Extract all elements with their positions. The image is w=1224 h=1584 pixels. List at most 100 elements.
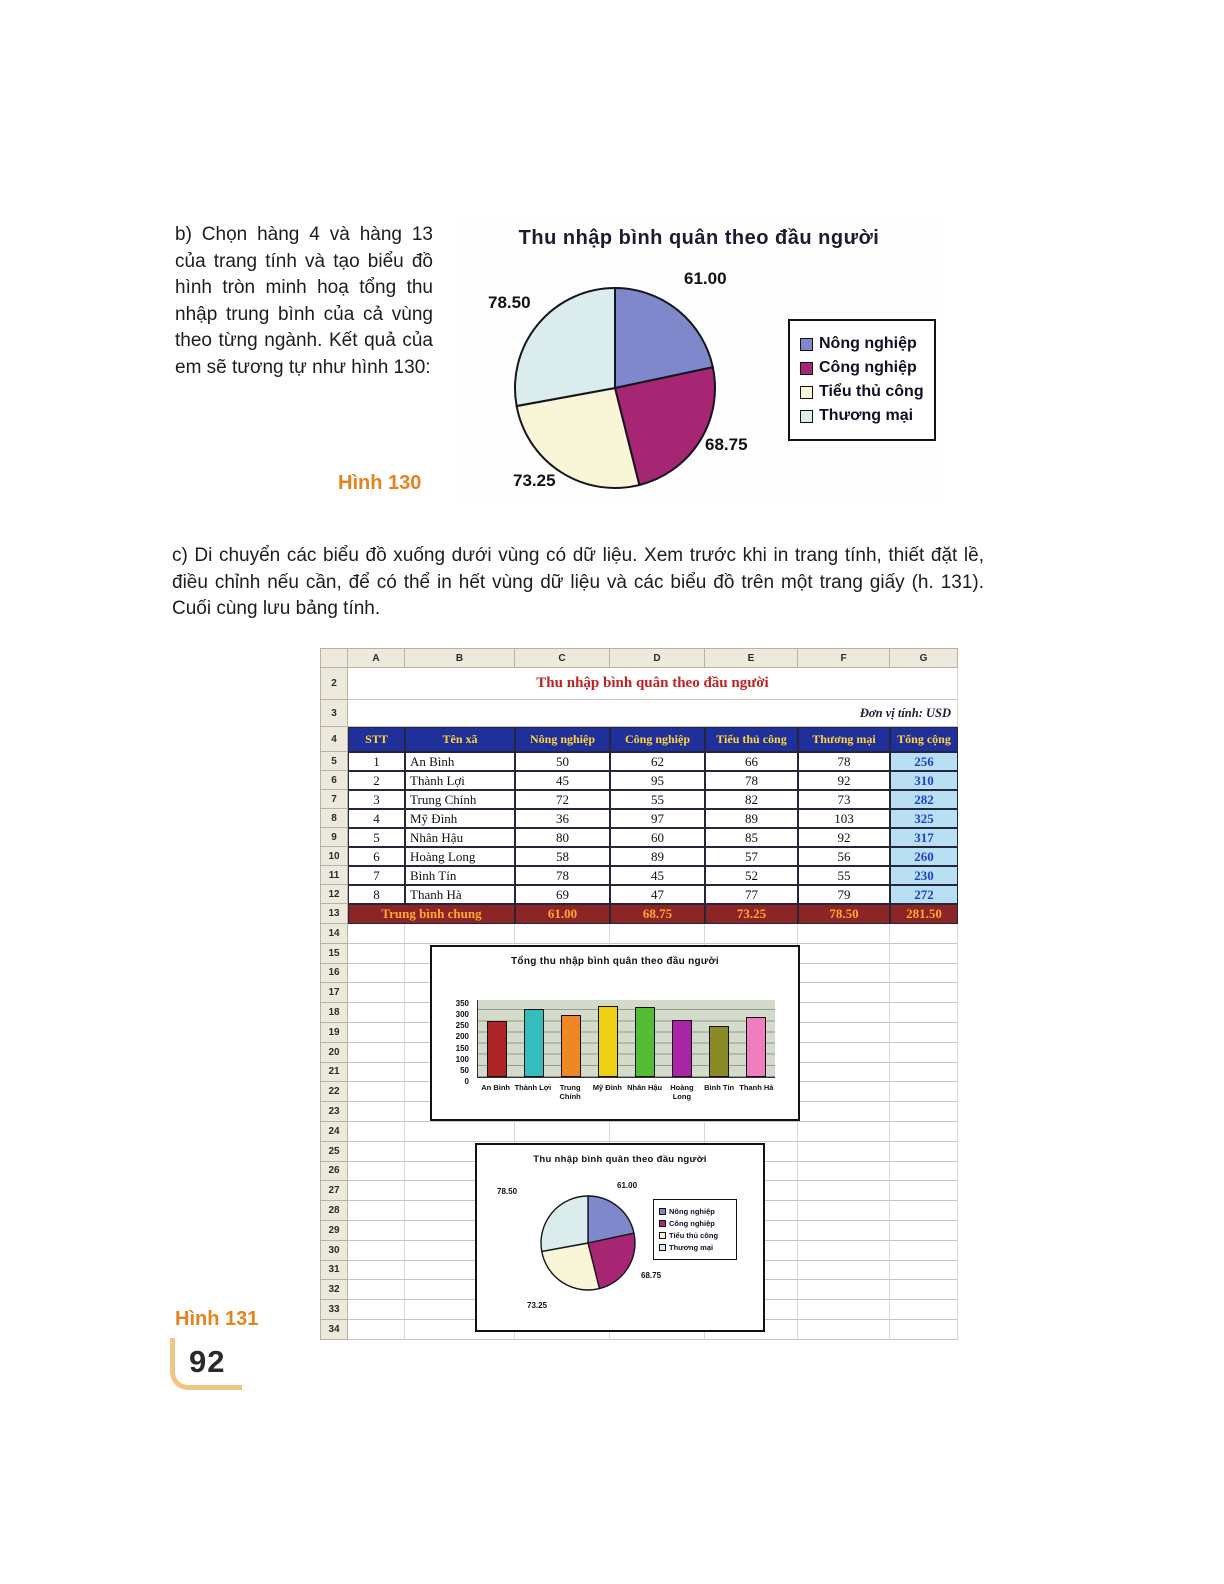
summary-value: 78.50 xyxy=(798,904,890,924)
table-cell: 66 xyxy=(705,752,798,771)
row-header-11: 11 xyxy=(320,866,348,885)
empty-cell xyxy=(515,924,610,944)
empty-cell xyxy=(890,1082,958,1103)
row-header-18: 18 xyxy=(320,1003,348,1023)
bar-Thanh Hà xyxy=(746,1017,767,1077)
row-header-12: 12 xyxy=(320,885,348,904)
empty-cell xyxy=(798,983,890,1004)
table-cell: 47 xyxy=(610,885,705,904)
bar-column-1 xyxy=(515,1000,552,1077)
row-header-4: 4 xyxy=(320,727,348,752)
table-cell: 282 xyxy=(890,790,958,809)
table-cell: 89 xyxy=(610,847,705,866)
row-header-34: 34 xyxy=(320,1319,348,1340)
table-header-4: Tiểu thủ công xyxy=(705,727,798,752)
legend-swatch-icon xyxy=(800,361,813,375)
unit-note: Đơn vị tính: USD xyxy=(348,700,958,727)
row-header-2: 2 xyxy=(320,668,348,700)
empty-cell xyxy=(890,1022,958,1043)
table-cell: 60 xyxy=(610,828,705,847)
pie-value-cong-nghiep: 68.75 xyxy=(641,1271,662,1280)
page-number: 92 xyxy=(189,1343,226,1379)
empty-cell xyxy=(348,1082,405,1103)
empty-cell xyxy=(890,1201,958,1221)
row-header-33: 33 xyxy=(320,1300,348,1320)
pie-value-cong-nghiep: 68.75 xyxy=(705,435,748,454)
empty-cell xyxy=(890,1121,958,1142)
table-cell: 97 xyxy=(610,809,705,828)
empty-cell xyxy=(348,1300,405,1320)
table-cell: 103 xyxy=(798,809,890,828)
legend-item-0: Nông nghiệp xyxy=(800,335,924,353)
x-label-3: Mỹ Đình xyxy=(592,1083,622,1092)
empty-cell xyxy=(705,924,798,944)
legend-swatch-icon xyxy=(659,1244,666,1251)
sheet-corner-cell xyxy=(320,648,348,668)
table-cell: 256 xyxy=(890,752,958,771)
row-header-22: 22 xyxy=(320,1082,348,1103)
empty-cell xyxy=(798,1181,890,1202)
row-header-10: 10 xyxy=(320,847,348,866)
spreadsheet-grid: A B C D E F G 2 Thu nhập bình quân theo đầu ngườ… xyxy=(320,648,958,1340)
empty-cell xyxy=(890,924,958,944)
pie-slice-1 xyxy=(587,1232,636,1290)
sheet-row-3: 3 Đơn vị tính: USD xyxy=(320,700,958,727)
column-header-B: B xyxy=(405,648,515,668)
table-cell: 5 xyxy=(348,828,405,847)
empty-cell xyxy=(348,924,405,944)
commune-name: Bình Tín xyxy=(405,866,515,885)
row-header-3: 3 xyxy=(320,700,348,727)
table-cell: 62 xyxy=(610,752,705,771)
legend-swatch-icon xyxy=(659,1232,666,1239)
empty-cell xyxy=(348,1022,405,1043)
empty-cell xyxy=(890,1240,958,1261)
sheet-row-6: 6 2 Thành Lợi 45 95 78 92 310 xyxy=(320,771,958,790)
sheet-row-11: 11 7 Bình Tín 78 45 52 55 230 xyxy=(320,866,958,885)
empty-cell xyxy=(798,1082,890,1103)
empty-cell xyxy=(890,1220,958,1241)
table-cell: 3 xyxy=(348,790,405,809)
table-header-1: Tên xã xyxy=(405,727,515,752)
row-header-5: 5 xyxy=(320,752,348,771)
table-cell: 80 xyxy=(515,828,610,847)
table-cell: 230 xyxy=(890,866,958,885)
table-header-2: Nông nghiệp xyxy=(515,727,610,752)
table-cell: 92 xyxy=(798,828,890,847)
pie-value-thuong-mai: 78.50 xyxy=(488,293,531,312)
table-cell: 7 xyxy=(348,866,405,885)
legend-label: Thương mại xyxy=(819,407,914,424)
pie-slice-1 xyxy=(613,366,716,487)
pie-chart xyxy=(540,1195,636,1291)
legend-swatch-icon xyxy=(659,1220,666,1227)
sheet-row-10: 10 6 Hoàng Long 58 89 57 56 260 xyxy=(320,847,958,866)
row-header-21: 21 xyxy=(320,1062,348,1083)
pie-value-nong-nghiep: 61.00 xyxy=(617,1181,638,1190)
table-header-6: Tổng cộng xyxy=(890,727,958,752)
column-header-G: G xyxy=(890,648,958,668)
summary-label: Trung bình chung xyxy=(348,904,515,924)
empty-cell xyxy=(348,963,405,984)
empty-cell xyxy=(798,1022,890,1043)
commune-name: Nhân Hậu xyxy=(405,828,515,847)
legend-item-2: Tiểu thủ công xyxy=(800,383,924,401)
pie-chart xyxy=(514,286,716,489)
empty-cell xyxy=(348,1062,405,1083)
empty-cell xyxy=(348,1042,405,1063)
y-tick-250: 250 xyxy=(455,1021,469,1031)
empty-cell xyxy=(348,1280,405,1301)
paragraph-c: c) Di chuyển các biểu đồ xuống dưới vùng… xyxy=(172,545,984,619)
empty-cell xyxy=(890,1181,958,1202)
row-header-28: 28 xyxy=(320,1201,348,1221)
table-cell: 73 xyxy=(798,790,890,809)
table-cell: 50 xyxy=(515,752,610,771)
bar-Hoàng Long xyxy=(672,1019,693,1077)
table-cell: 325 xyxy=(890,809,958,828)
row-header-9: 9 xyxy=(320,828,348,847)
row-header-32: 32 xyxy=(320,1280,348,1301)
column-header-C: C xyxy=(515,648,610,668)
table-cell: 77 xyxy=(705,885,798,904)
empty-cell xyxy=(798,924,890,944)
empty-cell xyxy=(405,1121,515,1142)
table-cell: 57 xyxy=(705,847,798,866)
empty-cell xyxy=(798,1260,890,1281)
